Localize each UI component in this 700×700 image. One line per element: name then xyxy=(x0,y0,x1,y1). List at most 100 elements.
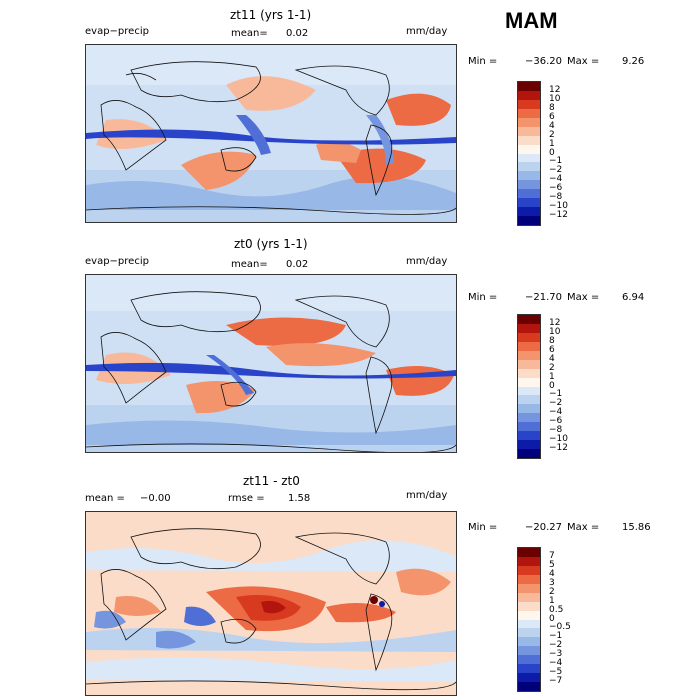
panel-3-mean-value: −0.00 xyxy=(140,493,171,504)
colorbar-tick-label: 0.5 xyxy=(549,604,564,615)
colorbar-tick-label: 12 xyxy=(549,84,561,95)
colorbar-swatch xyxy=(518,153,540,163)
colorbar-tick-label: 7 xyxy=(549,550,555,561)
colorbar-tick-label: −8 xyxy=(549,425,563,436)
panel-1-mean-label: mean= xyxy=(231,28,268,39)
colorbar-tick-label: −7 xyxy=(549,676,563,687)
colorbar-swatch xyxy=(518,655,540,665)
colorbar-swatch xyxy=(518,682,540,691)
colorbar-tick-label: −4 xyxy=(549,658,563,669)
colorbar-swatch xyxy=(518,556,540,566)
panel-1-map xyxy=(85,44,457,223)
colorbar-swatch xyxy=(518,646,540,656)
colorbar-swatch xyxy=(518,404,540,414)
colorbar-tick-label: 6 xyxy=(549,111,555,122)
colorbar-swatch xyxy=(518,315,540,324)
colorbar-tick-label: 12 xyxy=(549,317,561,328)
panel-3-field xyxy=(86,512,456,695)
season-label: MAM xyxy=(505,8,558,33)
colorbar-swatch xyxy=(518,135,540,145)
colorbar-swatch xyxy=(518,216,540,225)
colorbar-swatch xyxy=(518,162,540,172)
colorbar-swatch xyxy=(518,422,540,432)
colorbar-swatch xyxy=(518,350,540,360)
colorbar-swatch xyxy=(518,341,540,351)
panel-1-min-label: Min = xyxy=(468,56,498,67)
panel-3-mean-label: mean = xyxy=(85,493,125,504)
colorbar-swatch xyxy=(518,610,540,620)
colorbar-tick-label: −12 xyxy=(549,210,568,221)
colorbar-swatch xyxy=(518,664,540,674)
colorbar-tick-label: 2 xyxy=(549,129,555,140)
colorbar-swatch xyxy=(518,377,540,387)
colorbar-tick-label: 0 xyxy=(549,380,555,391)
colorbar-tick-label: 10 xyxy=(549,93,561,104)
colorbar-tick-label: 3 xyxy=(549,577,555,588)
colorbar-swatch xyxy=(518,619,540,629)
panel-1-field xyxy=(86,45,456,222)
colorbar-swatch xyxy=(518,413,540,423)
panel-1-max-value: 9.26 xyxy=(622,56,645,67)
colorbar-swatch xyxy=(518,431,540,441)
colorbar-tick-label: 6 xyxy=(549,344,555,355)
colorbar-tick-label: −5 xyxy=(549,667,563,678)
panel-2-min-value: −21.70 xyxy=(525,292,563,303)
colorbar-swatch xyxy=(518,386,540,396)
panel-1-units: mm/day xyxy=(406,26,448,37)
colorbar-swatch xyxy=(518,117,540,127)
panel-2-mean-value: 0.02 xyxy=(286,259,309,270)
colorbar-swatch xyxy=(518,198,540,208)
panel-3-min-label: Min = xyxy=(468,522,498,533)
colorbar-swatch xyxy=(518,90,540,100)
colorbar-swatch xyxy=(518,82,540,91)
panel-1-title: zt11 (yrs 1-1) xyxy=(230,8,312,22)
colorbar-swatch xyxy=(518,548,540,557)
colorbar-swatch xyxy=(518,144,540,154)
panel-2-map xyxy=(85,274,457,453)
colorbar-tick-label: −2 xyxy=(549,640,563,651)
colorbar-tick-label: −6 xyxy=(549,183,563,194)
colorbar-swatch xyxy=(518,449,540,458)
colorbar-swatch xyxy=(518,332,540,342)
panel-1-max-label: Max = xyxy=(567,56,600,67)
colorbar-tick-label: −1 xyxy=(549,156,563,167)
colorbar-swatch xyxy=(518,574,540,584)
panel-3-max-value: 15.86 xyxy=(622,522,651,533)
panel-1-variable: evap−precip xyxy=(85,26,149,37)
panel-2-title: zt0 (yrs 1-1) xyxy=(234,237,308,251)
colorbar-swatch xyxy=(518,583,540,593)
colorbar-tick-label: 0 xyxy=(549,147,555,158)
colorbar-tick-label: 1 xyxy=(549,138,555,149)
panel-2-units: mm/day xyxy=(406,256,448,267)
colorbar-tick-label: −1 xyxy=(549,631,563,642)
panel-3-rmse-value: 1.58 xyxy=(288,493,311,504)
colorbar-tick-label: 10 xyxy=(549,326,561,337)
colorbar-swatch xyxy=(518,592,540,602)
colorbar-swatch xyxy=(518,99,540,109)
colorbar-tick-label: 1 xyxy=(549,371,555,382)
panel-2-variable: evap−precip xyxy=(85,256,149,267)
colorbar-swatch xyxy=(518,207,540,217)
colorbar-tick-label: −3 xyxy=(549,649,563,660)
colorbar-tick-label: −6 xyxy=(549,416,563,427)
colorbar-tick-label: −8 xyxy=(549,192,563,203)
colorbar-tick-label: 2 xyxy=(549,586,555,597)
colorbar-tick-label: 5 xyxy=(549,559,555,570)
colorbar-tick-label: −10 xyxy=(549,201,568,212)
panel-2-colorbar xyxy=(517,314,541,459)
colorbar-tick-label: 0 xyxy=(549,613,555,624)
colorbar-tick-label: −2 xyxy=(549,398,563,409)
colorbar-swatch xyxy=(518,359,540,369)
colorbar-tick-label: 4 xyxy=(549,353,555,364)
panel-3-max-label: Max = xyxy=(567,522,600,533)
colorbar-tick-label: −0.5 xyxy=(549,622,571,633)
colorbar-tick-label: 1 xyxy=(549,595,555,606)
colorbar-tick-label: −12 xyxy=(549,443,568,454)
panel-2-min-label: Min = xyxy=(468,292,498,303)
colorbar-tick-label: −1 xyxy=(549,389,563,400)
colorbar-swatch xyxy=(518,126,540,136)
colorbar-tick-label: 8 xyxy=(549,335,555,346)
colorbar-tick-label: −4 xyxy=(549,174,563,185)
panel-3-map xyxy=(85,511,457,696)
panel-2-field xyxy=(86,275,456,452)
